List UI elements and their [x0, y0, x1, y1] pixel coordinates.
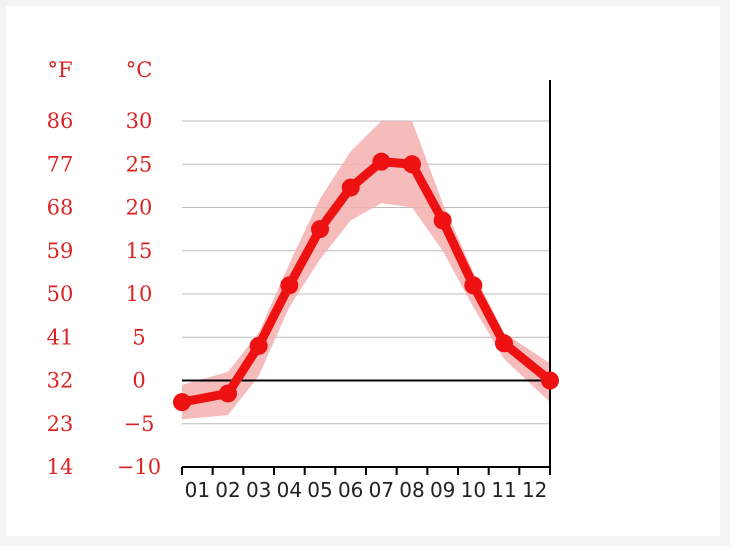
- month-label: 11: [491, 478, 516, 502]
- tick-label-f: 41: [47, 325, 74, 349]
- tick-label-f: 50: [47, 282, 74, 306]
- tick-label-f: 77: [47, 152, 74, 176]
- temperature-range-band: [182, 121, 550, 420]
- data-point: [249, 336, 268, 355]
- data-point: [541, 371, 559, 390]
- data-point: [311, 220, 329, 239]
- month-label: 10: [461, 478, 486, 502]
- month-label: 09: [430, 478, 455, 502]
- tick-label-c: 5: [132, 325, 145, 349]
- data-point: [495, 334, 513, 353]
- data-point: [372, 152, 391, 171]
- data-point: [219, 384, 237, 403]
- data-point: [280, 276, 299, 295]
- tick-label-f: 59: [47, 239, 74, 263]
- mean-temperature-line: [177, 157, 555, 407]
- month-label: 03: [246, 478, 271, 502]
- month-label: 02: [215, 478, 240, 502]
- x-axis-ticks: 01 02 03 04 05 06 07 08 09 10 11 12: [181, 467, 551, 502]
- tick-label-c: 10: [126, 282, 153, 306]
- tick-label-f: 32: [47, 369, 74, 393]
- tick-label-c: −10: [117, 455, 161, 479]
- month-label: 08: [399, 478, 424, 502]
- data-markers: [173, 152, 559, 412]
- tick-label-f: 23: [47, 412, 74, 436]
- tick-label-f: 14: [47, 455, 74, 479]
- axis-labels: °F °C 86 30 77 25 68 20 59 15 50 10 41 5 32 0 23 −5 14 −1…: [47, 58, 162, 479]
- month-label: 05: [307, 478, 332, 502]
- data-point: [173, 393, 191, 412]
- month-label: 04: [277, 478, 302, 502]
- data-point: [433, 211, 452, 230]
- unit-c-label: °C: [126, 58, 153, 82]
- tick-label-c: 0: [132, 369, 145, 393]
- unit-f-label: °F: [47, 58, 72, 82]
- tick-label-c: 20: [126, 196, 153, 220]
- tick-label-f: 86: [47, 109, 74, 133]
- tick-label-c: −5: [124, 412, 155, 436]
- tick-label-c: 25: [126, 152, 153, 176]
- data-point: [464, 276, 483, 295]
- month-label: 07: [369, 478, 394, 502]
- month-label: 06: [338, 478, 363, 502]
- tick-label-c: 15: [126, 239, 153, 263]
- month-label: 12: [522, 478, 547, 502]
- data-point: [341, 178, 360, 197]
- tick-label-c: 30: [126, 109, 153, 133]
- tick-label-f: 68: [47, 196, 74, 220]
- month-label: 01: [185, 478, 210, 502]
- climate-chart: 01 02 03 04 05 06 07 08 09 10 11 12 °F °C 86 30 77 25 6…: [6, 6, 720, 536]
- data-point: [403, 155, 421, 174]
